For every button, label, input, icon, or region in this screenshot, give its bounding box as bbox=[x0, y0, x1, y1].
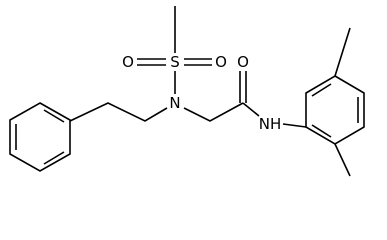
atom-label: O bbox=[122, 53, 134, 71]
bonds bbox=[9, 6, 365, 177]
atom-label: O bbox=[215, 53, 227, 71]
atom-label: N bbox=[169, 94, 180, 112]
molecule-diagram: S O O N O NH bbox=[9, 6, 365, 177]
atom-label: NH bbox=[259, 115, 282, 133]
atom-label: O bbox=[237, 53, 249, 71]
atom-label: S bbox=[170, 53, 180, 71]
